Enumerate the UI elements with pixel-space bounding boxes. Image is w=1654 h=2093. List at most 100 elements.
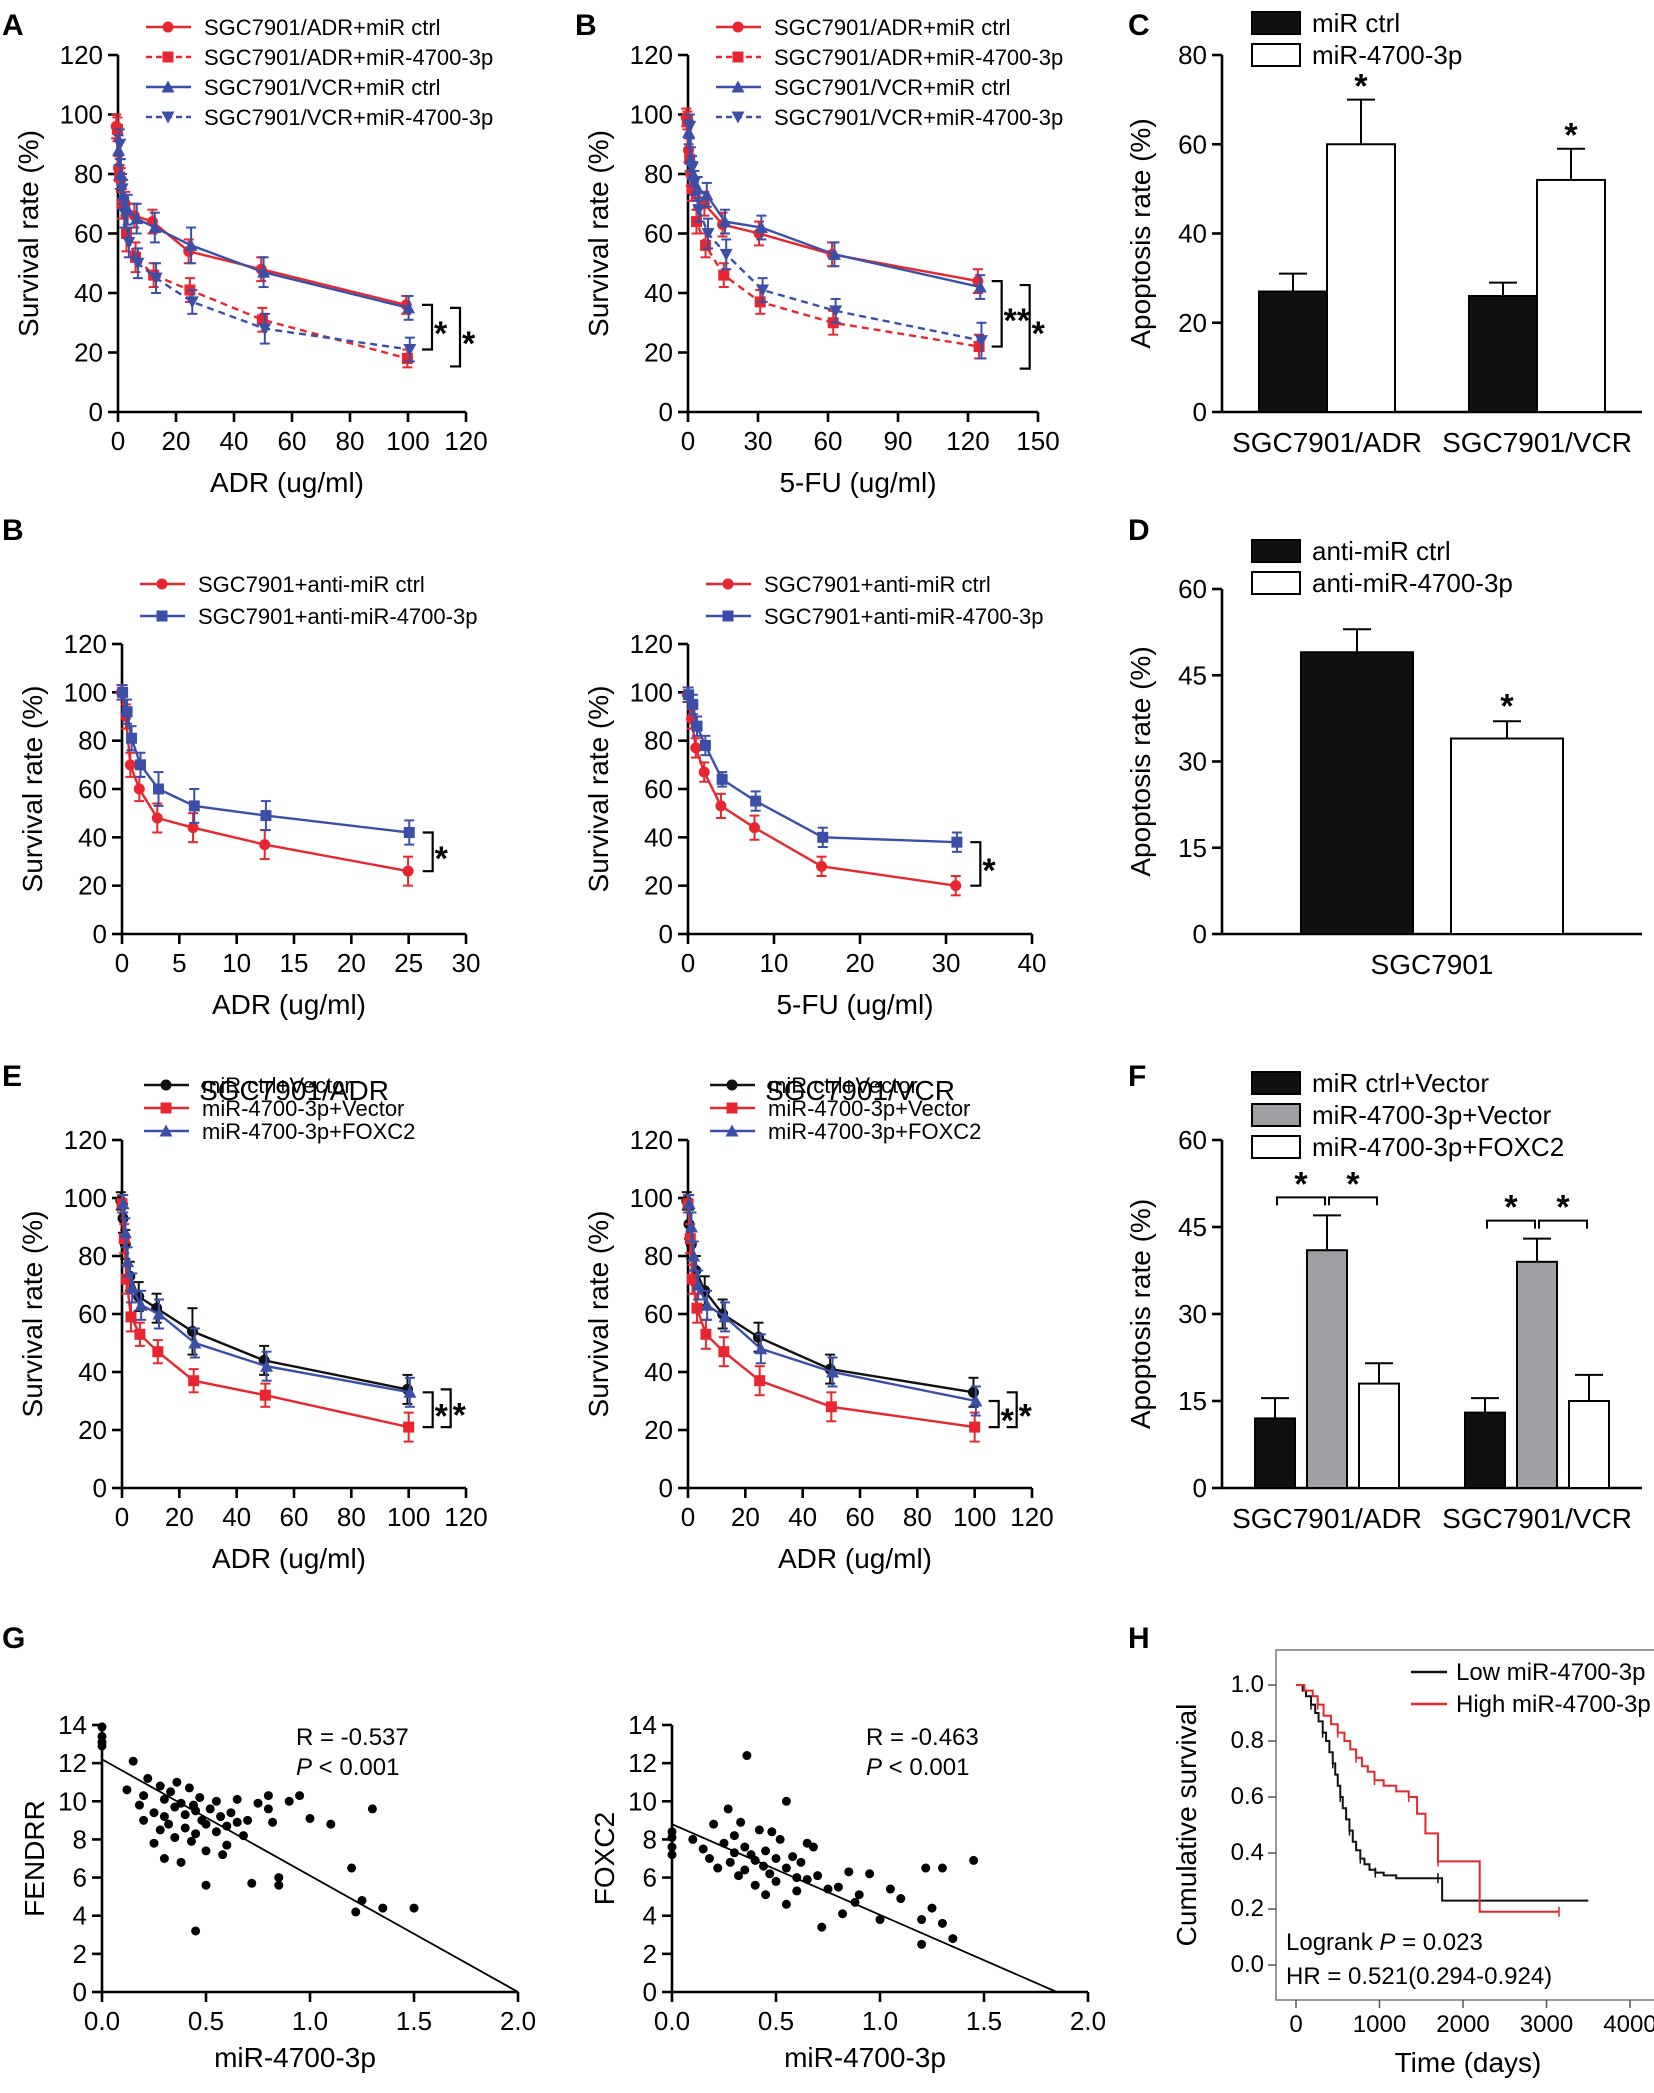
data-point [684, 1220, 698, 1233]
data-point [367, 1804, 377, 1814]
x-tick-label: 40 [220, 426, 249, 456]
data-point [667, 1842, 677, 1852]
data-point [131, 257, 145, 270]
data-point [682, 1197, 696, 1210]
p-value: P < 0.001 [296, 1754, 399, 1781]
data-point [186, 1836, 196, 1846]
data-point [686, 1273, 698, 1285]
y-tick-label: 20 [644, 338, 673, 368]
x-tick-label: 120 [946, 426, 989, 456]
data-point [691, 1302, 703, 1314]
correlation-r: R = -0.463 [866, 1724, 979, 1751]
data-point [195, 1792, 205, 1802]
significance-label: * [1294, 1165, 1308, 1203]
legend-label: SGC7901+anti-miR ctrl [764, 572, 991, 597]
data-point [112, 143, 126, 156]
bar [1306, 1249, 1348, 1489]
y-tick-label: 40 [644, 1357, 673, 1387]
x-tick-label: 3000 [1520, 2011, 1573, 2038]
x-tick-label: 40 [1018, 948, 1047, 978]
x-tick-label: 15 [280, 948, 309, 978]
data-point [698, 1844, 708, 1854]
category-label: SGC7901 [1371, 949, 1494, 980]
significance-bracket [1006, 1391, 1018, 1429]
data-point [259, 839, 271, 851]
data-point [134, 1328, 146, 1340]
y-tick-label: 0.4 [1231, 1839, 1264, 1866]
y-tick-label: 60 [644, 219, 673, 249]
y-tick-label: 100 [630, 100, 673, 130]
x-tick-label: 0 [681, 426, 695, 456]
significance-bracket [422, 831, 434, 873]
data-point [155, 1781, 165, 1791]
data-point [826, 1365, 840, 1378]
x-tick-label: 1.5 [396, 2006, 432, 2036]
legend-label: SGC7901/VCR+miR-4700-3p [204, 105, 493, 130]
legend-label: miR-4700-3p+Vector [202, 1096, 404, 1121]
p-symbol: P [296, 1754, 312, 1781]
y-tick-label: 4 [73, 1901, 87, 1931]
y-tick-label: 40 [78, 1357, 107, 1387]
data-point [133, 783, 145, 795]
significance-label: * [453, 1396, 467, 1434]
data-point [885, 1884, 895, 1894]
y-tick-label: 60 [74, 219, 103, 249]
data-point [97, 1722, 107, 1732]
x-axis-label: miR-4700-3p [214, 2042, 376, 2073]
data-point [718, 215, 732, 228]
bar [1536, 178, 1606, 413]
data-point [253, 1798, 263, 1808]
data-point [974, 335, 988, 348]
y-tick-label: 60 [644, 1299, 673, 1329]
data-point [816, 860, 828, 872]
x-tick-label: 0.5 [758, 2006, 794, 2036]
y-tick-label: 40 [644, 822, 673, 852]
data-point [754, 1342, 768, 1355]
y-axis-label: Survival rate (%) [17, 686, 48, 893]
series-line [116, 129, 408, 360]
data-point [139, 1815, 149, 1825]
data-point [698, 766, 710, 778]
data-point [159, 1812, 169, 1822]
y-tick-label: 2 [643, 1939, 657, 1969]
x-tick-label: 20 [165, 1502, 194, 1532]
data-point [756, 284, 770, 297]
data-point [188, 1336, 202, 1349]
data-point [781, 1796, 791, 1806]
y-tick-label: 60 [644, 774, 673, 804]
legend-marker [722, 610, 734, 622]
y-axis-label: Survival rate (%) [13, 130, 44, 337]
data-point [687, 698, 699, 710]
data-point [172, 1777, 182, 1787]
y-tick-label: 80 [644, 726, 673, 756]
y-tick-label: 40 [1178, 219, 1207, 249]
significance-label: * [1504, 1189, 1518, 1227]
data-point [875, 1915, 885, 1925]
y-axis-label: Survival rate (%) [583, 1211, 614, 1418]
x-tick-label: 120 [444, 426, 487, 456]
data-point [691, 1278, 705, 1291]
data-point [115, 183, 129, 196]
y-tick-label: 60 [78, 1299, 107, 1329]
data-point [222, 1840, 232, 1850]
legend-label: miR ctrl+Vector [202, 1073, 352, 1098]
data-point [176, 1857, 186, 1867]
legend-marker [731, 111, 745, 124]
p-value-text: < 0.001 [882, 1754, 969, 1781]
data-point [128, 1756, 138, 1766]
legend-label: miR-4700-3p [1312, 40, 1462, 70]
data-point [967, 1386, 979, 1398]
data-point [767, 1827, 777, 1837]
y-tick-label: 20 [1178, 308, 1207, 338]
chart-g2: 0 2 4 6 8 10 12 14 0.0 0.5 1.0 1.5 2.0 FOXC2 miR-4700-… [589, 1710, 1106, 2073]
data-point [833, 1882, 843, 1892]
x-tick-label: 80 [903, 1502, 932, 1532]
x-tick-label: 5 [172, 948, 186, 978]
x-tick-label: 2.0 [1070, 2006, 1106, 2036]
data-point [113, 138, 127, 151]
x-tick-label: 2000 [1436, 2011, 1489, 2038]
y-tick-label: 80 [1178, 40, 1207, 70]
data-point [683, 120, 697, 133]
data-point [948, 1934, 958, 1944]
y-tick-label: 45 [1178, 660, 1207, 690]
